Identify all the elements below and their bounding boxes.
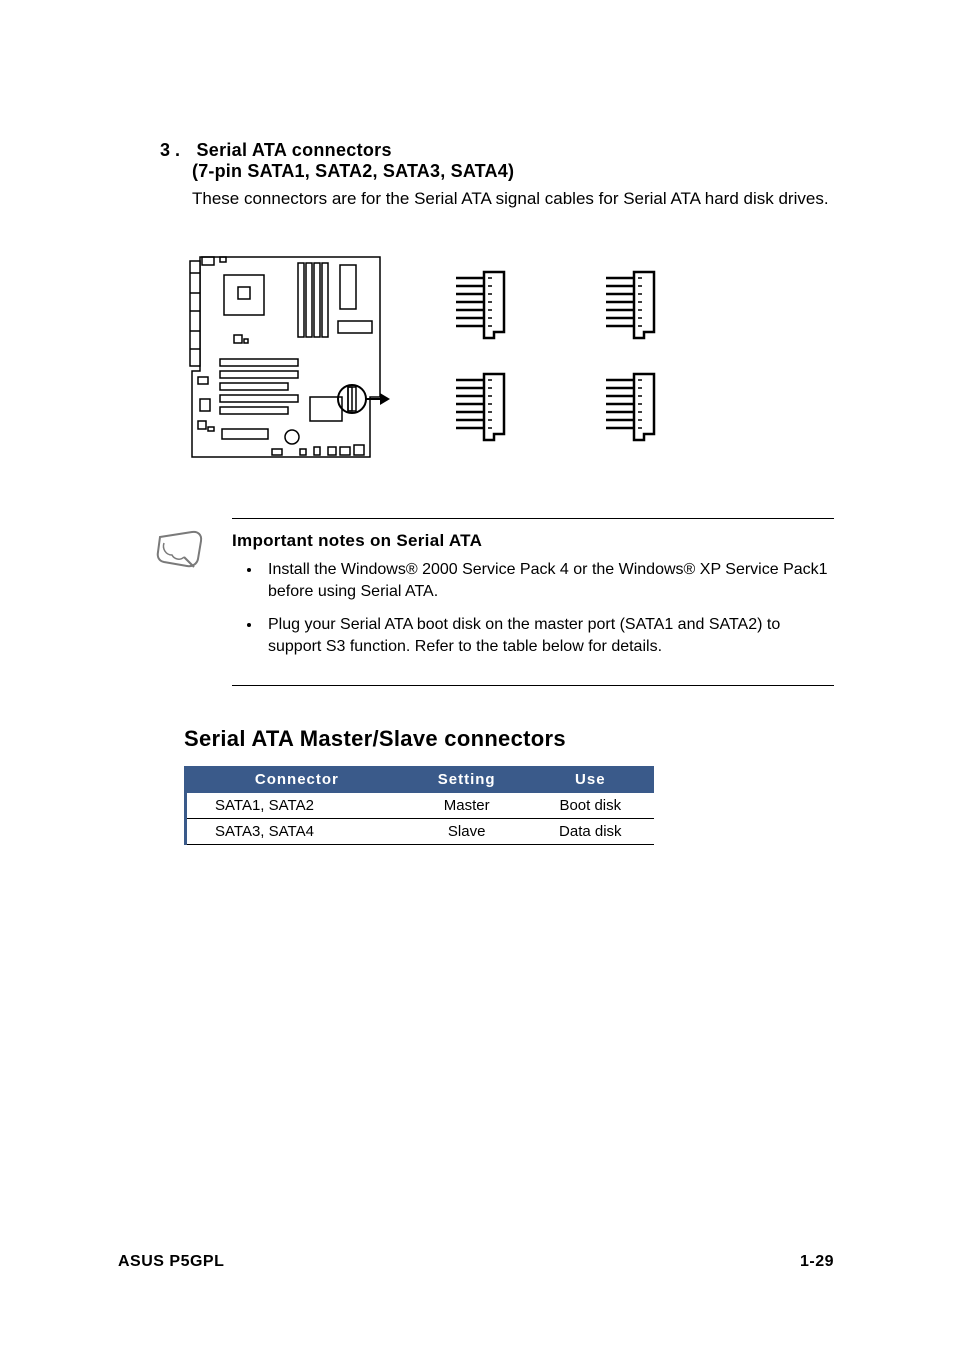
- page-footer: ASUS P5GPL 1-29: [118, 1253, 834, 1271]
- section-number: 3 .: [160, 140, 192, 161]
- table-header: Setting: [407, 766, 527, 793]
- footer-left: ASUS P5GPL: [118, 1253, 224, 1271]
- table-cell: Boot disk: [527, 793, 654, 819]
- sata-table: Connector Setting Use SATA1, SATA2 Maste…: [184, 766, 654, 845]
- table-header: Use: [527, 766, 654, 793]
- sata-connector-icon: [450, 268, 510, 342]
- section-body: These connectors are for the Serial ATA …: [192, 188, 834, 211]
- table-header: Connector: [186, 766, 407, 793]
- footer-right: 1-29: [800, 1253, 834, 1271]
- table-title: Serial ATA Master/Slave connectors: [184, 726, 834, 752]
- table-cell: SATA3, SATA4: [186, 818, 407, 844]
- sata-connectors-detail: [450, 268, 660, 444]
- table-cell: Slave: [407, 818, 527, 844]
- table-header-row: Connector Setting Use: [186, 766, 655, 793]
- section-title-line2: (7-pin SATA1, SATA2, SATA3, SATA4): [192, 161, 834, 182]
- note-item: Plug your Serial ATA boot disk on the ma…: [262, 614, 834, 659]
- table-cell: SATA1, SATA2: [186, 793, 407, 819]
- table-cell: Master: [407, 793, 527, 819]
- table-row: SATA3, SATA4 Slave Data disk: [186, 818, 655, 844]
- sata-connector-icon: [450, 370, 510, 444]
- note-item: Install the Windows® 2000 Service Pack 4…: [262, 559, 834, 604]
- note-title: Important notes on Serial ATA: [232, 531, 834, 551]
- section-header: 3 . Serial ATA connectors (7-pin SATA1, …: [160, 140, 834, 182]
- note-icon: [154, 529, 206, 571]
- page: 3 . Serial ATA connectors (7-pin SATA1, …: [0, 0, 954, 1351]
- sata-connector-icon: [600, 370, 660, 444]
- motherboard-diagram: [180, 249, 390, 464]
- diagram-row: [160, 249, 834, 464]
- sata-connector-icon: [600, 268, 660, 342]
- table-cell: Data disk: [527, 818, 654, 844]
- section-title-line1: Serial ATA connectors: [196, 140, 391, 161]
- note-list: Install the Windows® 2000 Service Pack 4…: [232, 559, 834, 659]
- table-row: SATA1, SATA2 Master Boot disk: [186, 793, 655, 819]
- note-block: Important notes on Serial ATA Install th…: [232, 518, 834, 686]
